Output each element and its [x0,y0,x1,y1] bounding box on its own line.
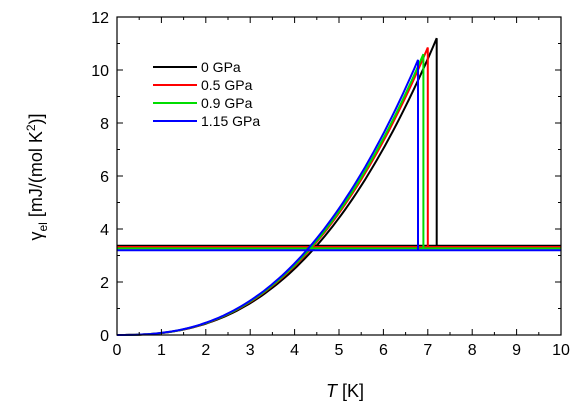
series-1-curve [117,47,429,336]
y-tick-label-2: 4 [100,222,109,239]
y-axis-title-close: )] [26,113,46,124]
legend-label-1: 0.5 GPa [201,77,253,93]
legend-label-0: 0 GPa [201,59,241,75]
series-3-curve [117,59,419,336]
y-tick-label-6: 12 [91,10,109,27]
x-axis-title: T [K] [326,381,364,401]
y-axis-title: γel [mJ/(mol K2)] [24,113,50,240]
x-tick-label-5: 5 [335,342,344,359]
x-tick-label-4: 4 [290,342,299,359]
x-tick-label-7: 7 [423,342,432,359]
x-axis-title-unit: [K] [337,381,364,401]
y-axis-title-superscript: 2 [24,124,38,131]
series-2-curve [117,53,425,336]
x-tick-label-1: 1 [157,342,166,359]
y-axis-title-subscript: el [36,222,50,231]
y-tick-label-1: 2 [100,275,109,292]
x-tick-label-0: 0 [113,342,122,359]
series-0-curve [117,37,438,336]
y-tick-label-4: 8 [100,116,109,133]
y-tick-label-3: 6 [100,169,109,186]
x-tick-label-6: 6 [379,342,388,359]
y-tick-label-5: 10 [91,63,109,80]
legend-label-3: 1.15 GPa [201,113,260,129]
legend: 0 GPa 0.5 GPa 0.9 GPa 1.15 GPa [153,59,260,129]
y-axis-title-unit: [mJ/(mol K [26,131,46,222]
legend-label-2: 0.9 GPa [201,95,253,111]
x-axis-title-symbol: T [326,381,339,401]
x-tick-label-3: 3 [246,342,255,359]
y-tick-label-0: 0 [100,328,109,345]
x-tick-label-8: 8 [468,342,477,359]
y-axis-title-symbol: γ [26,232,46,241]
series-layer [117,37,561,336]
x-tick-label-10: 10 [552,342,570,359]
x-tick-label-2: 2 [201,342,210,359]
plot-frame [116,16,562,336]
x-tick-label-9: 9 [512,342,521,359]
